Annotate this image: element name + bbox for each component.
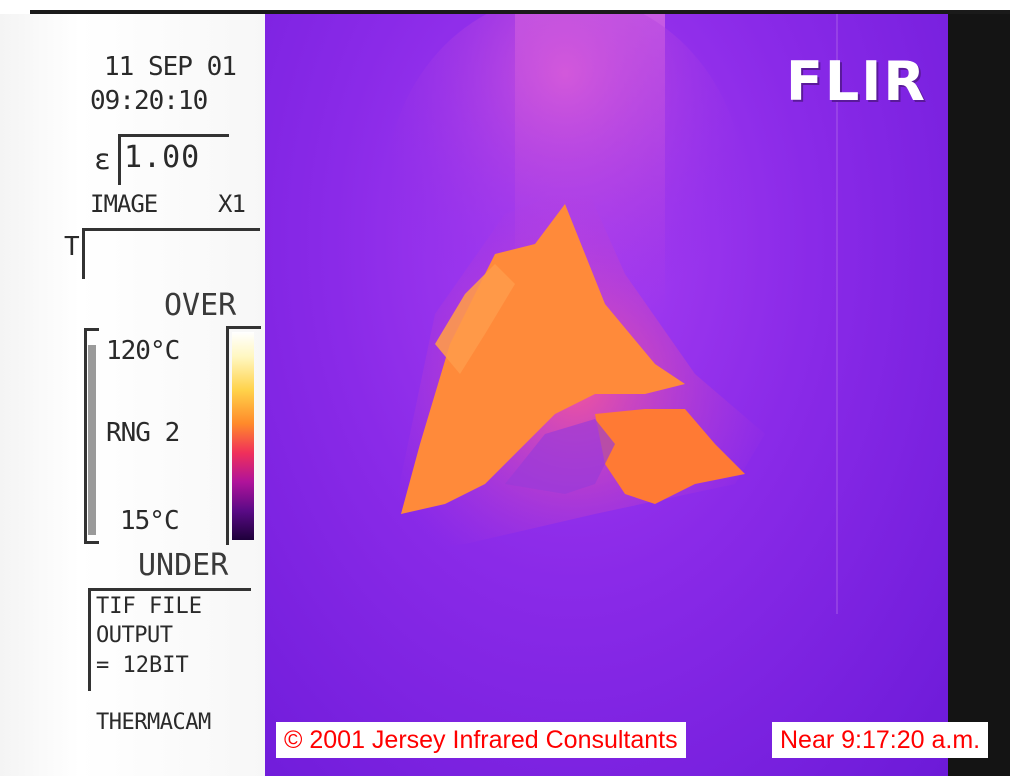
zoom-level: X1 bbox=[218, 190, 246, 218]
color-scale-frame bbox=[226, 326, 261, 545]
file-output-line2: OUTPUT bbox=[96, 623, 173, 648]
over-label: OVER bbox=[164, 288, 237, 323]
under-label: UNDER bbox=[138, 548, 229, 583]
color-scale-bar bbox=[232, 332, 254, 540]
range-bracket bbox=[84, 328, 99, 544]
file-output-box bbox=[88, 588, 251, 691]
emissivity-value: 1.00 bbox=[124, 140, 201, 175]
range-max: 120°C bbox=[106, 336, 180, 366]
range-indicator-bar bbox=[88, 345, 96, 535]
right-border bbox=[948, 14, 1010, 776]
date-readout: 11 SEP 01 bbox=[104, 52, 237, 82]
emissivity-box bbox=[118, 134, 229, 185]
thermal-scene bbox=[385, 14, 838, 614]
temperature-label: T bbox=[64, 232, 80, 262]
flir-logo: FLIR bbox=[786, 50, 927, 113]
camera-model-label: THERMACAM bbox=[96, 710, 211, 735]
file-output-line1: TIF FILE bbox=[96, 594, 202, 619]
timestamp-caption: Near 9:17:20 a.m. bbox=[772, 722, 989, 758]
instrument-panel bbox=[0, 14, 265, 776]
hot-zone-main bbox=[401, 204, 685, 514]
image-mode-label: IMAGE bbox=[90, 190, 158, 218]
temperature-box bbox=[82, 228, 260, 279]
top-border-dark bbox=[30, 10, 1010, 16]
range-min: 15°C bbox=[120, 506, 180, 536]
hot-zone-streak bbox=[435, 264, 515, 374]
hot-zone-secondary bbox=[595, 409, 745, 504]
emissivity-symbol: ε bbox=[94, 143, 111, 176]
cool-gap bbox=[505, 419, 615, 494]
time-readout: 09:20:10 bbox=[90, 86, 208, 116]
range-label: RNG 2 bbox=[106, 418, 180, 448]
copyright-caption: © 2001 Jersey Infrared Consultants bbox=[276, 722, 686, 758]
file-output-line3: = 12BIT bbox=[96, 653, 189, 678]
thermal-image bbox=[265, 14, 948, 776]
